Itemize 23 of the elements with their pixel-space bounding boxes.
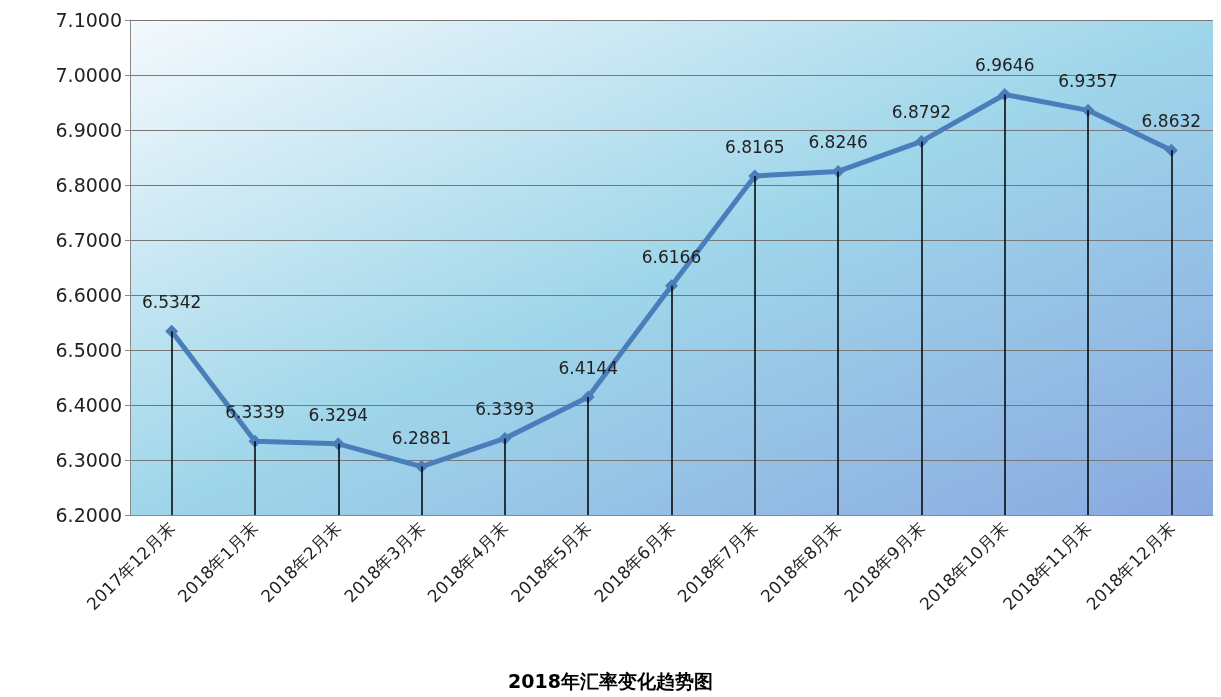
- y-tick-label: 7.0000: [55, 64, 122, 86]
- data-label: 6.8246: [808, 132, 868, 153]
- data-label: 6.9646: [974, 55, 1035, 76]
- y-tick-label: 7.1000: [55, 9, 122, 31]
- y-tick-label: 6.2000: [55, 504, 122, 526]
- data-label: 6.9357: [1058, 71, 1118, 92]
- y-tick-label: 6.7000: [55, 229, 122, 251]
- y-tick-label: 6.3000: [55, 449, 122, 471]
- y-tick-label: 6.9000: [55, 119, 122, 141]
- data-label: 6.8632: [1141, 111, 1202, 132]
- y-tick-label: 6.5000: [55, 339, 122, 361]
- y-tick-label: 6.8000: [55, 174, 122, 196]
- data-label: 6.4144: [558, 358, 618, 379]
- data-label: 6.3294: [308, 404, 369, 425]
- data-label: 6.8792: [891, 102, 952, 123]
- data-label: 6.3339: [225, 402, 285, 423]
- y-tick-label: 6.6000: [55, 284, 122, 306]
- data-label: 6.6166: [641, 246, 702, 267]
- data-label: 6.2881: [391, 427, 452, 448]
- y-tick-label: 6.4000: [55, 394, 122, 416]
- data-label: 6.5342: [141, 292, 202, 313]
- data-label: 6.8165: [725, 136, 785, 157]
- text: 2018年汇率变化趋势图: [508, 669, 713, 692]
